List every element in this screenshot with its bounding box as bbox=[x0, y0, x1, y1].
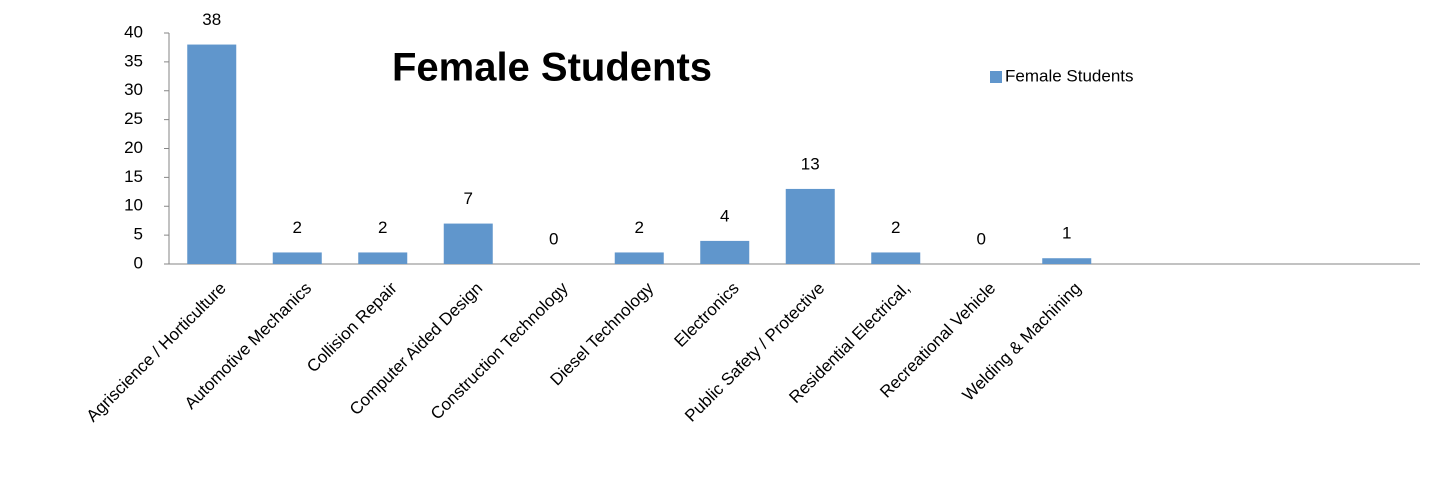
data-label: 2 bbox=[635, 218, 644, 237]
x-tick-label: Construction Technology bbox=[427, 278, 572, 423]
data-label: 38 bbox=[202, 10, 221, 29]
y-tick-label: 15 bbox=[124, 167, 143, 186]
y-tick-label: 35 bbox=[124, 51, 143, 70]
data-label: 2 bbox=[378, 218, 387, 237]
y-tick-label: 40 bbox=[124, 22, 143, 41]
data-label: 2 bbox=[293, 218, 302, 237]
data-label: 13 bbox=[801, 154, 820, 173]
bar bbox=[272, 252, 322, 264]
data-label: 0 bbox=[549, 229, 558, 248]
y-tick-label: 10 bbox=[124, 196, 143, 215]
y-tick-label: 0 bbox=[134, 253, 143, 272]
y-tick-label: 20 bbox=[124, 138, 143, 157]
x-tick-label: Electronics bbox=[671, 279, 743, 351]
legend-swatch bbox=[990, 71, 1002, 83]
data-label: 1 bbox=[1062, 224, 1071, 243]
bar bbox=[443, 223, 493, 264]
bar bbox=[187, 44, 237, 264]
bar bbox=[700, 240, 750, 264]
bar bbox=[785, 188, 835, 264]
data-label: 0 bbox=[977, 229, 986, 248]
bar bbox=[614, 252, 664, 264]
bar bbox=[871, 252, 921, 264]
bar bbox=[1042, 258, 1092, 264]
data-label: 4 bbox=[720, 206, 729, 225]
y-tick-label: 30 bbox=[124, 80, 143, 99]
y-tick-label: 25 bbox=[124, 109, 143, 128]
legend-label: Female Students bbox=[1005, 66, 1134, 85]
x-tick-label: Public Safety / Protective bbox=[681, 279, 828, 426]
y-tick-label: 5 bbox=[134, 225, 143, 244]
x-tick-label: Agriscience / Horticulture bbox=[83, 279, 230, 426]
x-tick-label: Collision Repair bbox=[303, 278, 401, 376]
data-label: 7 bbox=[464, 189, 473, 208]
bar bbox=[358, 252, 408, 264]
chart-title: Female Students bbox=[392, 46, 712, 90]
data-label: 2 bbox=[891, 218, 900, 237]
